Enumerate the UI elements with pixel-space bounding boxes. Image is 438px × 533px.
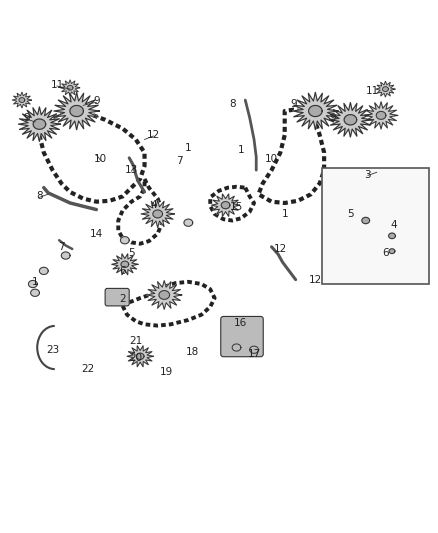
Polygon shape <box>389 249 395 254</box>
Text: 6: 6 <box>382 248 389 259</box>
Polygon shape <box>232 344 241 351</box>
Text: 7: 7 <box>58 242 65 252</box>
Polygon shape <box>19 98 25 102</box>
Text: 3: 3 <box>364 169 371 180</box>
Polygon shape <box>33 119 46 130</box>
Polygon shape <box>344 115 357 125</box>
Text: 20: 20 <box>129 353 142 364</box>
Polygon shape <box>329 102 371 137</box>
Text: 1: 1 <box>281 209 288 219</box>
Polygon shape <box>127 346 153 367</box>
Text: 12: 12 <box>274 244 287 254</box>
Polygon shape <box>364 102 398 129</box>
Text: 1: 1 <box>185 143 192 154</box>
Polygon shape <box>382 87 389 92</box>
Polygon shape <box>376 111 386 119</box>
Bar <box>322 168 429 284</box>
Polygon shape <box>147 280 182 309</box>
Polygon shape <box>31 289 39 296</box>
Text: 12: 12 <box>147 130 160 140</box>
Text: 1: 1 <box>237 146 244 156</box>
Text: 10: 10 <box>265 154 278 164</box>
Polygon shape <box>18 107 60 141</box>
Polygon shape <box>389 233 396 239</box>
Text: 10: 10 <box>94 154 107 164</box>
Polygon shape <box>362 217 370 224</box>
Text: 9: 9 <box>329 112 336 123</box>
Polygon shape <box>120 237 129 244</box>
Polygon shape <box>153 210 162 218</box>
Text: 9: 9 <box>23 112 30 123</box>
Polygon shape <box>39 267 48 274</box>
Text: 19: 19 <box>160 367 173 377</box>
Polygon shape <box>381 227 403 245</box>
Text: 1: 1 <box>32 277 39 287</box>
Text: 4: 4 <box>150 200 157 210</box>
Polygon shape <box>353 210 379 231</box>
Text: 12: 12 <box>309 274 322 285</box>
Text: 4: 4 <box>391 220 398 230</box>
Polygon shape <box>112 254 138 275</box>
Text: 13: 13 <box>125 165 138 175</box>
Text: 9: 9 <box>93 96 100 106</box>
Polygon shape <box>60 80 80 96</box>
Polygon shape <box>212 194 240 216</box>
Text: 6: 6 <box>119 266 126 276</box>
Polygon shape <box>12 92 32 108</box>
Polygon shape <box>67 85 73 90</box>
Polygon shape <box>70 106 83 117</box>
Text: 14: 14 <box>90 229 103 239</box>
Text: 8: 8 <box>36 191 43 201</box>
Polygon shape <box>54 92 99 130</box>
Text: 2: 2 <box>119 294 126 304</box>
Text: 21: 21 <box>129 336 142 346</box>
Text: 18: 18 <box>186 347 199 357</box>
FancyBboxPatch shape <box>221 317 263 357</box>
Polygon shape <box>293 92 338 130</box>
FancyBboxPatch shape <box>105 288 129 306</box>
Text: 17: 17 <box>247 349 261 359</box>
Polygon shape <box>382 243 402 259</box>
Polygon shape <box>136 353 144 359</box>
Polygon shape <box>121 261 129 268</box>
Polygon shape <box>376 81 395 97</box>
Polygon shape <box>61 252 70 259</box>
Polygon shape <box>28 280 37 288</box>
Polygon shape <box>309 106 322 117</box>
Text: 22: 22 <box>81 365 94 374</box>
Polygon shape <box>159 290 170 300</box>
Polygon shape <box>141 200 174 228</box>
Text: 23: 23 <box>46 345 59 355</box>
Text: 9: 9 <box>290 100 297 109</box>
Text: 16: 16 <box>234 318 247 328</box>
Text: 11: 11 <box>366 86 379 96</box>
Text: 8: 8 <box>229 100 236 109</box>
Text: 5: 5 <box>347 209 354 219</box>
Text: 5: 5 <box>128 248 135 259</box>
Text: 11: 11 <box>50 80 64 90</box>
Text: 7: 7 <box>176 156 183 166</box>
Polygon shape <box>184 219 193 227</box>
Polygon shape <box>221 201 230 209</box>
Polygon shape <box>250 346 258 353</box>
Text: 15: 15 <box>230 203 243 212</box>
